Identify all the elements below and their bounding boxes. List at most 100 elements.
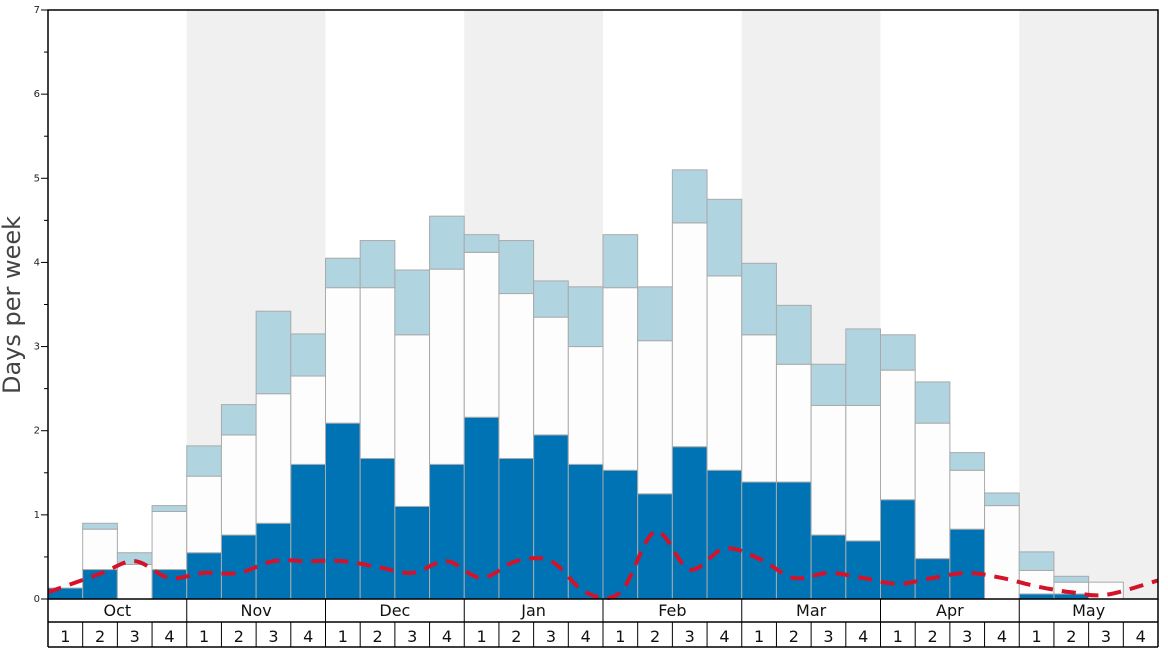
month-label: Dec [379,601,410,620]
week-label: 1 [477,627,487,646]
bar-segment-top [914,381,951,424]
week-label: 2 [511,627,521,646]
y-tick-label: 2 [34,426,40,437]
bar-segment-bottom [533,434,569,600]
bar-segment-bottom [671,446,708,600]
month-label: Apr [936,601,964,620]
bar-segment-top [255,310,292,395]
y-tick-label: 1 [34,510,40,521]
y-tick-label: 7 [34,5,40,16]
week-label: 3 [546,627,556,646]
week-label: 3 [407,627,417,646]
bar-segment-middle [325,287,361,424]
bar-segment-bottom [775,481,812,600]
week-label: 4 [303,627,313,646]
bar-segment-bottom [706,469,743,600]
week-label: 3 [268,627,278,646]
bar-segment-middle [602,287,639,471]
bar-segment-top [880,334,916,371]
week-label: 1 [615,627,625,646]
week-label: 4 [719,627,729,646]
bar-segment-middle [706,275,743,471]
bar-segment-bottom [845,540,881,600]
stacked-bars [47,169,1124,600]
bar-segment-middle [359,287,396,459]
week-label: 3 [823,627,833,646]
month-label: Mar [796,601,827,620]
month-label: May [1072,601,1105,620]
bar-segment-middle [255,393,292,524]
bar-segment-top [1018,551,1055,571]
bar-segment-middle [949,469,986,530]
bar-segment-bottom [498,457,535,600]
bar-segment-top [186,445,222,477]
bar-segment-top [845,328,881,406]
week-label: 3 [685,627,695,646]
bar-segment-top [567,286,604,348]
bar-segment-top [775,304,812,365]
bar-segment-middle [498,293,535,459]
bar-segment-top [325,257,361,289]
bar-segment-top [810,363,847,406]
bar-segment-middle [186,475,222,554]
bar-segment-bottom [637,493,673,600]
bar-segment-top [1053,575,1090,583]
week-label: 2 [372,627,382,646]
bar-segment-top [290,333,326,377]
week-label: 2 [789,627,799,646]
bar-segment-middle [429,268,465,465]
week-label: 2 [927,627,937,646]
bar-segment-top [949,452,986,471]
week-label: 2 [234,627,244,646]
bar-segment-middle [220,434,257,536]
bar-segment-middle [880,369,916,501]
bar-segment-top [82,522,118,530]
bar-segment-middle [290,375,326,465]
week-label: 2 [650,627,660,646]
week-label: 1 [338,627,348,646]
y-axis-title: Days per week [0,216,26,394]
x-axis-labels: Oct Nov Dec Jan Feb Mar Apr May 1 2 3 4 1 2 3 4 1 2 3 4 1 2 3 4… [47,599,1159,648]
bar-segment-top [359,240,396,289]
week-label: 1 [893,627,903,646]
bar-segment-bottom [810,534,847,600]
month-label: Nov [241,601,272,620]
week-label: 2 [1066,627,1076,646]
bar-segment-top [741,262,777,336]
week-label: 4 [442,627,452,646]
bar-segment-middle [567,346,604,465]
month-label: Jan [520,601,546,620]
y-tick-label: 3 [34,342,40,353]
bar-segment-bottom [325,422,361,600]
month-band [1019,10,1158,599]
bar-segment-top [706,198,743,277]
week-label: 4 [858,627,868,646]
week-label: 1 [199,627,209,646]
week-label: 1 [1032,627,1042,646]
bar-segment-top [463,234,500,253]
week-label: 3 [1101,627,1111,646]
bar-segment-middle [463,251,500,418]
month-label: Oct [104,601,132,620]
bar-segment-bottom [949,528,986,600]
y-tick-label: 5 [34,173,40,184]
trend-line-layer [47,529,1159,601]
bar-segment-middle [741,334,777,483]
bar-segment-middle [775,363,812,483]
bar-segment-middle [984,505,1020,600]
week-label: 3 [130,627,140,646]
bar-segment-bottom [290,463,326,600]
bar-segment-bottom [1018,593,1055,600]
bar-segment-middle [533,316,569,436]
week-label: 4 [997,627,1007,646]
trend-line [47,529,1159,601]
bar-segment-top [498,240,535,295]
bar-segment-top [394,269,431,336]
bar-segment-bottom [394,505,431,600]
bar-segment-bottom [359,457,396,600]
bar-segment-bottom [741,481,777,600]
week-label: 2 [95,627,105,646]
bar-segment-middle [914,422,951,560]
bar-segment-bottom [186,552,222,600]
